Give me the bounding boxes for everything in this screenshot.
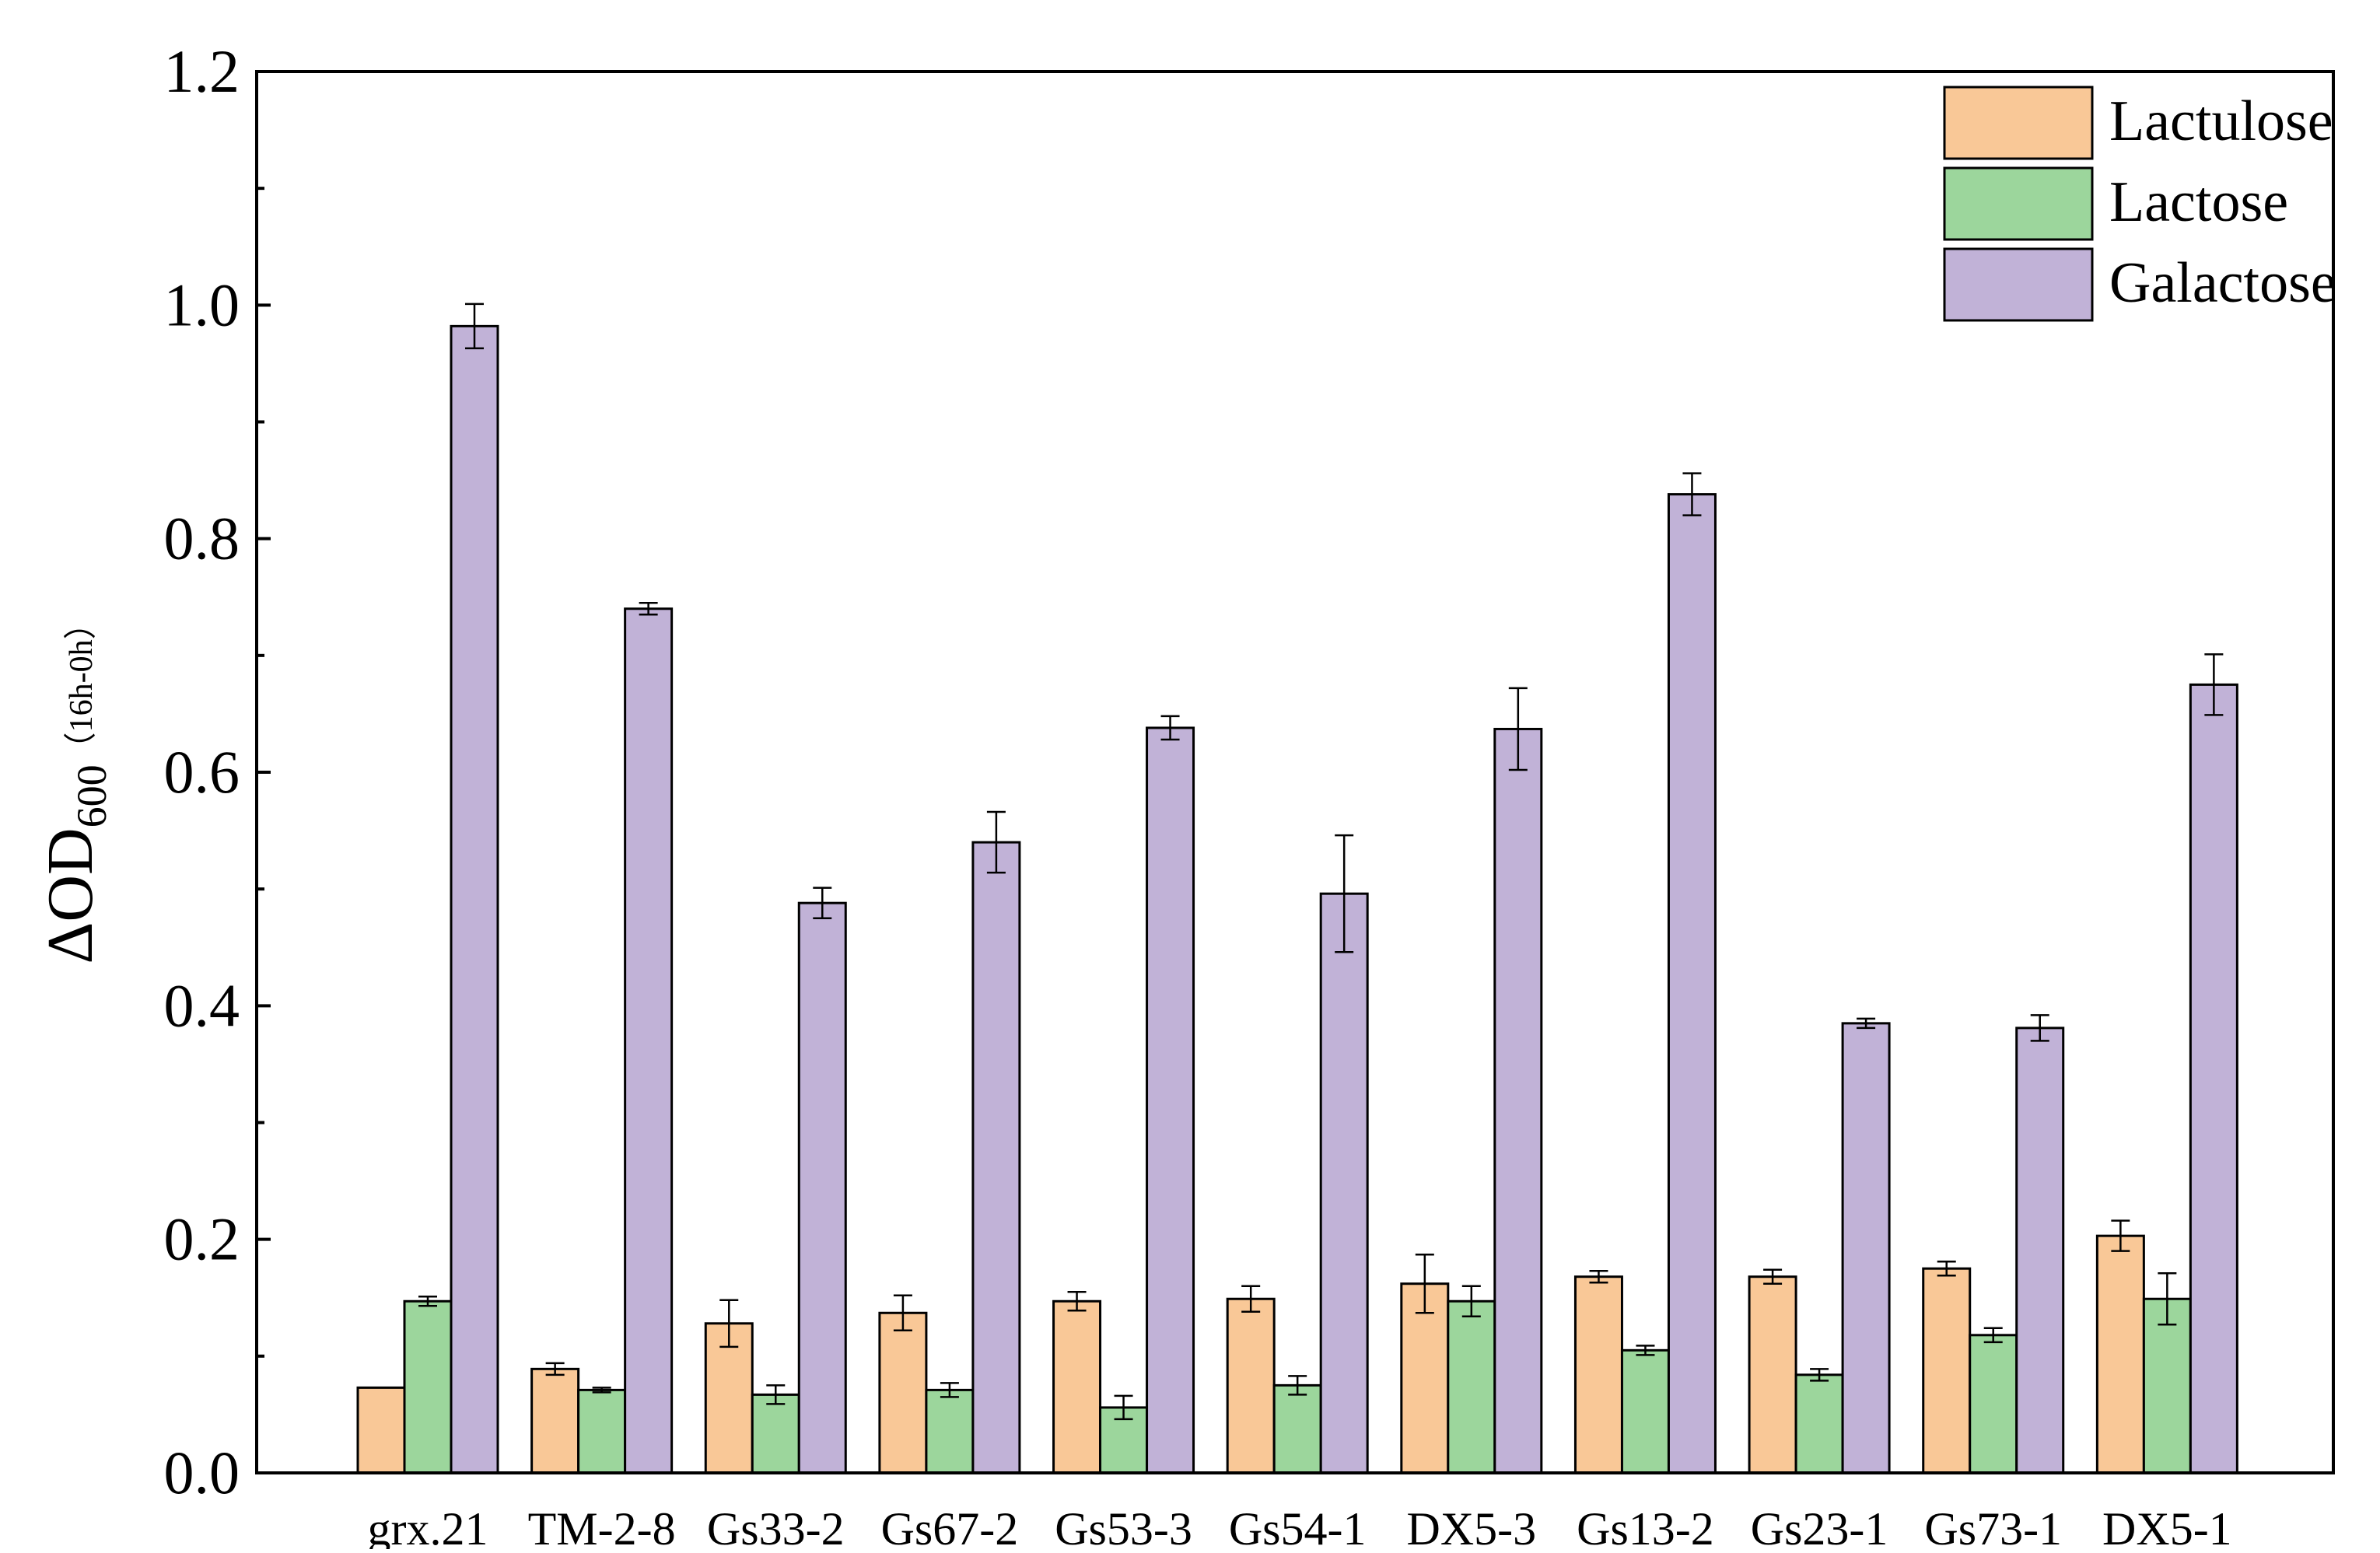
bar-galactose-Gs53-3 <box>1146 726 1195 1474</box>
y-tick-label: 0.4 <box>164 971 240 1039</box>
y-axis-label-suffix: （16h-0h） <box>64 607 100 764</box>
y-tick-label: 0.8 <box>164 505 240 572</box>
bar-lactulose-Gs53-3 <box>1052 1299 1102 1474</box>
y-tick-label: 1.0 <box>164 271 240 338</box>
y-axis-label-subscript: 600 <box>68 764 115 827</box>
x-tick-label: Gs33-2 <box>707 1503 845 1549</box>
bar-galactose-Gs54-1 <box>1319 892 1369 1474</box>
y-tick-label: 0.0 <box>164 1439 240 1506</box>
bars-layer <box>356 324 2238 1474</box>
x-tick-label: Gs73-1 <box>1924 1503 2062 1549</box>
bar-galactose-Gs13-2 <box>1667 493 1717 1474</box>
bar-galactose-Gs73-1 <box>2015 1027 2065 1474</box>
bar-lactulose-Gs73-1 <box>1922 1267 1972 1474</box>
bar-galactose-Gs23-1 <box>1841 1022 1891 1474</box>
x-tick-label: Gs13-2 <box>1577 1503 1714 1549</box>
legend-swatch-lactulose <box>1943 86 2094 160</box>
y-tick-label: 1.2 <box>164 37 240 105</box>
x-tick-label: DX5-1 <box>2102 1503 2232 1549</box>
bar-lactose-TM-2-8 <box>577 1388 627 1474</box>
x-tick-label: Gs67-2 <box>881 1503 1019 1549</box>
legend-label-galactose: Galactose <box>2109 251 2336 315</box>
bar-lactose-Gs67-2 <box>925 1388 975 1474</box>
bar-lactulose-Gs13-2 <box>1573 1275 1623 1474</box>
bar-lactose-Gs54-1 <box>1272 1383 1322 1474</box>
bar-lactulose-grx.21 <box>356 1386 406 1474</box>
bar-lactulose-DX5-1 <box>2095 1234 2145 1474</box>
y-tick-label: 0.6 <box>164 738 240 806</box>
legend-label-lactulose: Lactulose <box>2109 89 2333 153</box>
bar-lactose-Gs13-2 <box>1620 1348 1670 1474</box>
y-tick-label: 0.2 <box>164 1205 240 1273</box>
bar-lactose-Gs33-2 <box>751 1393 800 1474</box>
bar-lactose-grx.21 <box>403 1299 453 1474</box>
bar-galactose-Gs67-2 <box>971 841 1021 1474</box>
x-tick-label: TM-2-8 <box>528 1503 676 1549</box>
bar-lactulose-Gs67-2 <box>878 1311 928 1474</box>
legend: Lactulose Lactose Galactose <box>1943 86 2336 322</box>
bar-galactose-DX5-1 <box>2189 683 2238 1474</box>
bar-lactulose-Gs23-1 <box>1748 1275 1797 1474</box>
bar-lactulose-Gs33-2 <box>704 1322 754 1474</box>
x-axis: grx.21 TM-2-8 Gs33-2 Gs67-2 Gs53-3 Gs54-1 DX5-… <box>368 1503 2232 1553</box>
bar-lactulose-Gs54-1 <box>1226 1297 1276 1474</box>
bar-lactulose-TM-2-8 <box>530 1367 580 1474</box>
x-tick-label: Gs23-1 <box>1751 1503 1888 1549</box>
bar-galactose-Gs33-2 <box>797 901 847 1474</box>
bar-lactose-Gs23-1 <box>1794 1373 1844 1474</box>
bar-lactose-Gs73-1 <box>1969 1334 2018 1474</box>
legend-swatch-lactose <box>1943 166 2094 241</box>
legend-label-lactose: Lactose <box>2109 170 2288 234</box>
x-tick-label: DX5-3 <box>1406 1503 1536 1549</box>
x-tick-label: Gs54-1 <box>1229 1503 1367 1549</box>
y-axis-label: ΔOD600（16h-0h） <box>34 607 115 964</box>
y-axis: 0.0 0.2 0.4 0.6 0.8 1.0 1.2 <box>164 37 271 1506</box>
error-bars-layer <box>418 303 2224 1421</box>
bar-galactose-grx.21 <box>450 324 499 1474</box>
y-axis-label-main: ΔOD <box>34 827 107 964</box>
bar-galactose-TM-2-8 <box>624 607 674 1474</box>
bar-lactose-DX5-3 <box>1447 1299 1496 1474</box>
bar-galactose-DX5-3 <box>1493 727 1543 1474</box>
x-tick-label: Gs53-3 <box>1055 1503 1192 1549</box>
legend-swatch-galactose <box>1943 247 2094 322</box>
x-tick-label: grx.21 <box>368 1503 488 1549</box>
